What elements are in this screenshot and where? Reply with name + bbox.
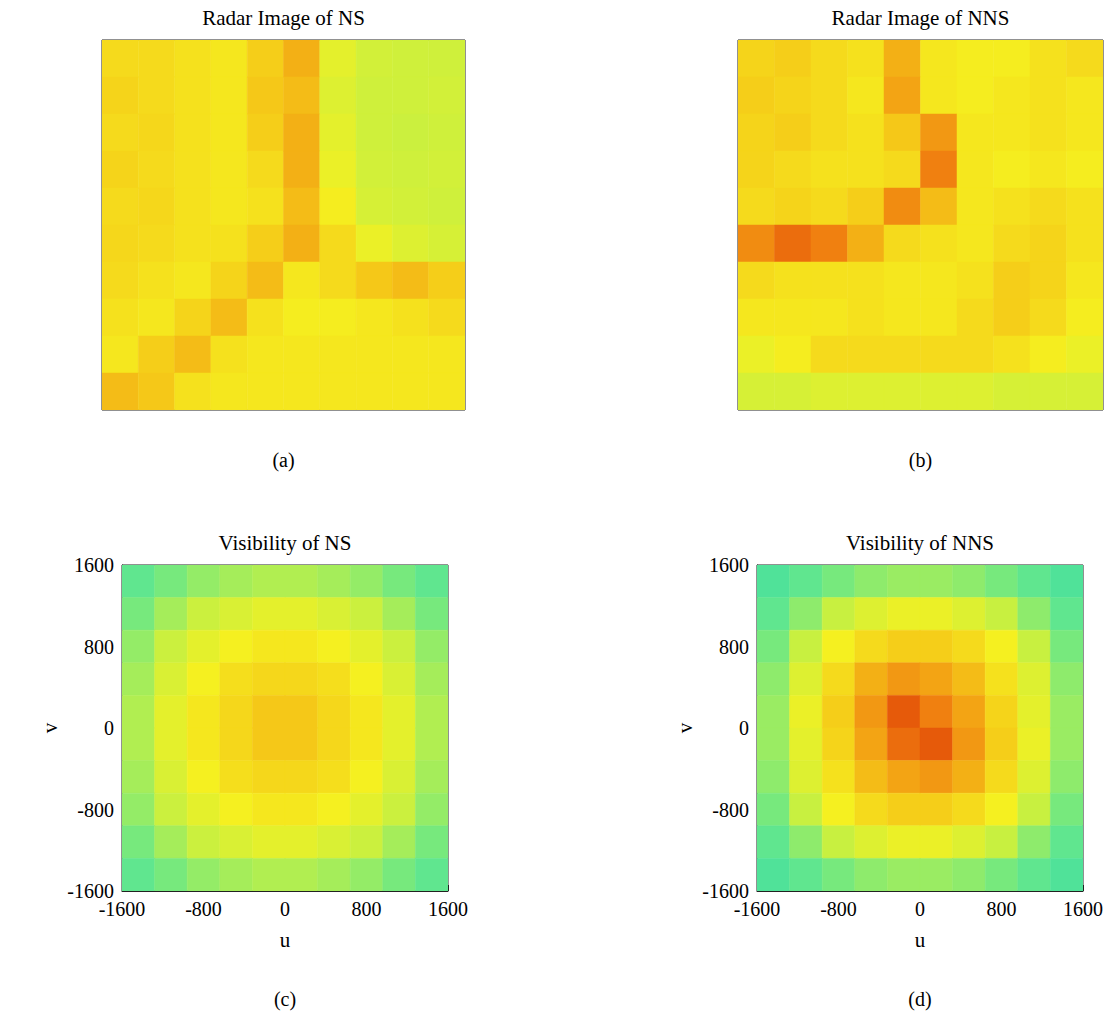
- svg-text:(d): (d): [908, 988, 931, 1011]
- svg-text:800: 800: [987, 898, 1017, 920]
- svg-text:0: 0: [104, 717, 114, 739]
- svg-text:v: v: [38, 722, 62, 733]
- svg-text:800: 800: [352, 898, 382, 920]
- svg-text:-1600: -1600: [702, 880, 749, 902]
- svg-text:0: 0: [915, 898, 925, 920]
- svg-text:800: 800: [84, 636, 114, 658]
- svg-text:1600: 1600: [74, 554, 114, 576]
- svg-text:(c): (c): [274, 988, 296, 1011]
- svg-text:Radar Image of NNS: Radar Image of NNS: [832, 6, 1010, 30]
- svg-text:-800: -800: [185, 898, 222, 920]
- svg-text:Visibility of NS: Visibility of NS: [219, 531, 352, 555]
- svg-text:u: u: [915, 928, 926, 952]
- svg-text:-800: -800: [820, 898, 857, 920]
- svg-text:-800: -800: [77, 799, 114, 821]
- svg-text:0: 0: [280, 898, 290, 920]
- svg-text:800: 800: [719, 636, 749, 658]
- svg-text:-1600: -1600: [99, 898, 146, 920]
- svg-text:(b): (b): [909, 449, 932, 472]
- svg-text:0: 0: [739, 717, 749, 739]
- svg-text:1600: 1600: [1063, 898, 1103, 920]
- svg-text:1600: 1600: [709, 554, 749, 576]
- svg-text:-1600: -1600: [67, 880, 114, 902]
- svg-text:-1600: -1600: [734, 898, 781, 920]
- svg-text:1600: 1600: [428, 898, 468, 920]
- svg-text:Radar Image of NS: Radar Image of NS: [202, 6, 365, 30]
- svg-text:u: u: [280, 928, 291, 952]
- svg-text:v: v: [673, 722, 697, 733]
- svg-text:(a): (a): [272, 449, 294, 472]
- svg-text:Visibility of NNS: Visibility of NNS: [846, 531, 994, 555]
- svg-text:-800: -800: [712, 799, 749, 821]
